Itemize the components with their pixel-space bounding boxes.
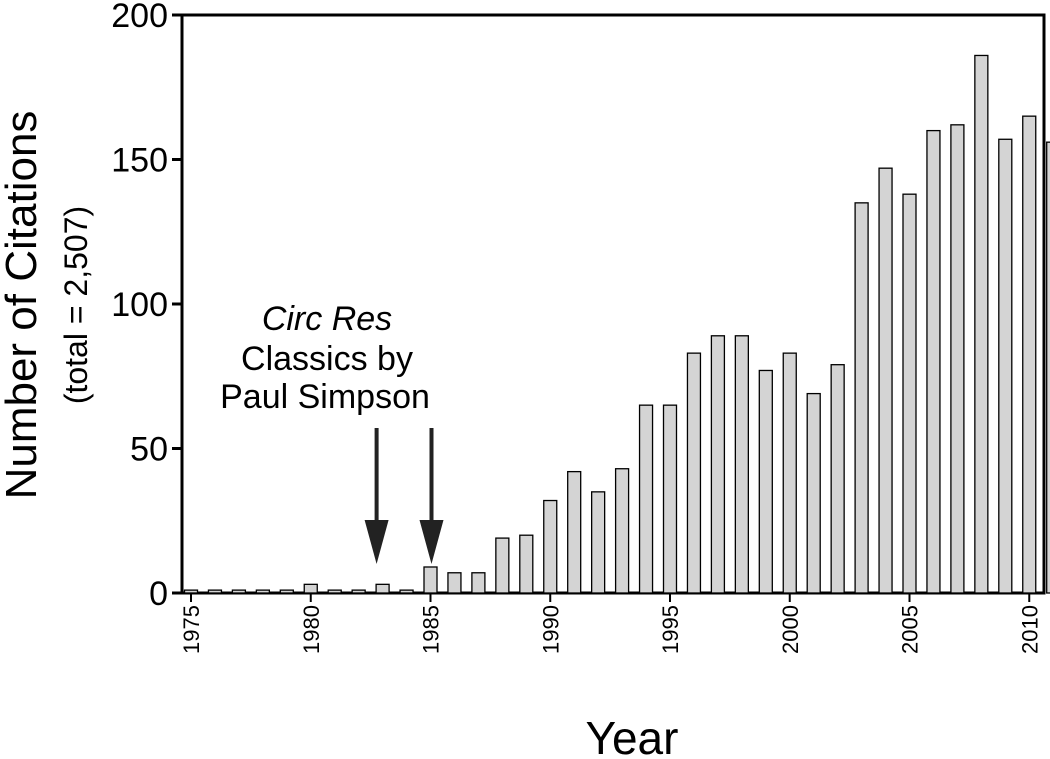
- x-tick-label: 2005: [898, 605, 923, 654]
- bar: [447, 572, 462, 594]
- y-tick-label: 50: [130, 431, 168, 469]
- x-tick-label: 2000: [778, 605, 803, 654]
- bar: [806, 392, 821, 594]
- bar: [782, 352, 797, 594]
- bar: [758, 369, 773, 594]
- annotation-arrow-head: [364, 520, 389, 564]
- bar: [399, 589, 414, 594]
- bar: [638, 404, 654, 594]
- bar: [279, 589, 294, 594]
- annotation-arrow-head: [419, 520, 444, 564]
- bar: [423, 566, 438, 594]
- annotation-line-2: Classics by: [241, 340, 413, 378]
- bar: [327, 589, 342, 594]
- bar: [567, 470, 582, 594]
- x-tick-label: 1980: [299, 605, 324, 654]
- bar: [854, 202, 869, 594]
- bar: [471, 572, 486, 594]
- y-tick-label: 150: [111, 142, 168, 180]
- bar: [519, 534, 534, 594]
- bar: [1046, 141, 1050, 594]
- y-axis-label-group: Number of Citations (total = 2,507): [0, 111, 94, 500]
- y-axis-sublabel: (total = 2,507): [58, 206, 94, 404]
- bar: [830, 364, 845, 594]
- y-tick-label: 200: [111, 0, 168, 35]
- bar: [543, 499, 558, 594]
- bar: [1022, 115, 1037, 594]
- bar: [878, 167, 893, 594]
- y-tick-label: 0: [149, 575, 168, 613]
- y-tick-label: 100: [111, 286, 168, 324]
- bar: [926, 129, 941, 594]
- x-tick-label: 1990: [538, 605, 563, 654]
- bar: [255, 589, 271, 594]
- bar: [710, 335, 726, 594]
- bar: [351, 589, 366, 594]
- bar: [974, 54, 989, 594]
- bar: [495, 537, 510, 594]
- bar: [183, 589, 199, 594]
- bar: [614, 468, 630, 594]
- x-tick-label: 1975: [179, 605, 204, 654]
- bar: [231, 589, 247, 594]
- y-axis-ticks: 0 50 100 150 200: [111, 0, 182, 613]
- annotation-line-1: Circ Res: [262, 300, 392, 338]
- bar: [303, 583, 318, 594]
- bar: [734, 335, 749, 594]
- x-axis-ticks: 197519801985199019952000200520102013: [179, 593, 1042, 654]
- bar-series: [183, 54, 1050, 594]
- bar: [902, 193, 917, 594]
- bar: [950, 124, 965, 594]
- bar: [662, 404, 678, 594]
- annotation-line-3: Paul Simpson: [220, 378, 430, 416]
- x-tick-label: 1995: [658, 605, 683, 654]
- bar: [207, 589, 223, 594]
- bar: [998, 138, 1013, 594]
- x-axis-label: Year: [586, 712, 679, 759]
- x-tick-label: 1985: [419, 605, 444, 654]
- y-axis-label: Number of Citations: [0, 111, 46, 500]
- x-tick-label: 2010: [1017, 605, 1042, 654]
- bar: [686, 352, 702, 594]
- bar: [375, 583, 390, 594]
- annotation: Circ Res Classics by Paul Simpson: [220, 300, 444, 564]
- bar: [591, 491, 606, 594]
- annotation-arrows: [364, 428, 444, 564]
